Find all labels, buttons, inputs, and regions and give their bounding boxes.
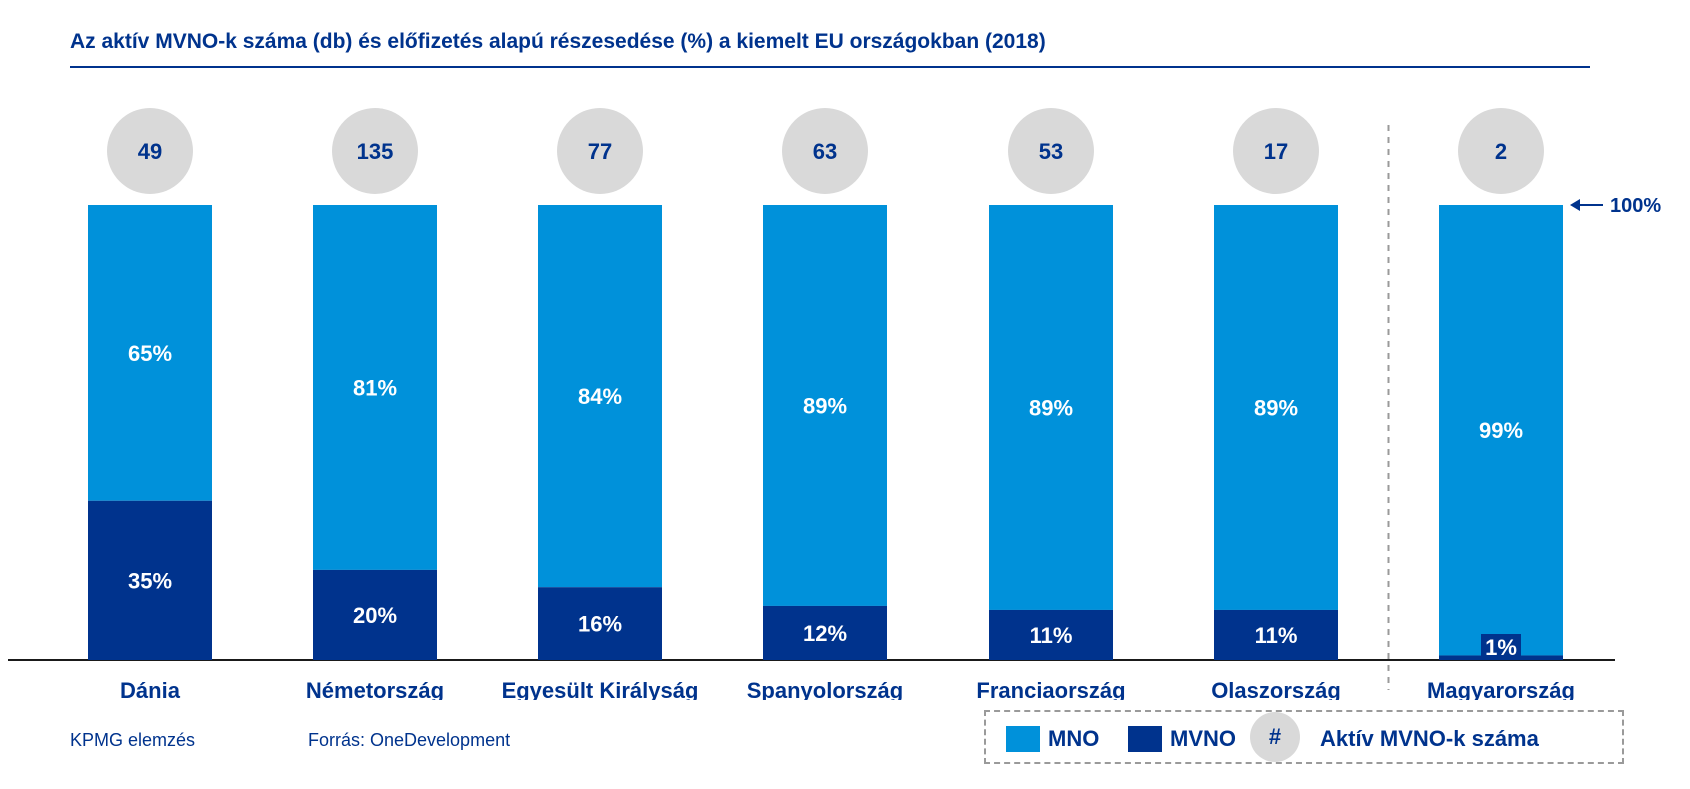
legend-count-label: Aktív MVNO-k száma (1320, 726, 1539, 751)
bar-mvno-2 (538, 587, 662, 660)
bar-mvno-5 (1214, 609, 1338, 660)
bar-mvno-1 (313, 569, 437, 660)
mvno-count-label-5: 17 (1264, 139, 1288, 164)
category-label-0: Dánia (120, 678, 181, 700)
category-label-3: Spanyolország (747, 678, 903, 700)
bar-mno-5 (1214, 205, 1338, 610)
legend-mno-label: MNO (1048, 726, 1100, 751)
bar-mvno-label-4: 11% (1030, 623, 1073, 648)
category-label-6: Magyarország (1427, 678, 1575, 700)
bar-mno-2 (538, 205, 662, 588)
legend-count-circle: # (1250, 712, 1300, 762)
category-label-2: Egyesült Királyság (502, 678, 699, 700)
bar-mvno-3 (763, 605, 887, 660)
mvno-count-circle-1 (332, 108, 418, 194)
legend-mno-swatch (1006, 726, 1040, 752)
mvno-count-circle-2 (557, 108, 643, 194)
reference-100-label: 100% (1610, 195, 1661, 217)
bar-mno-3 (763, 205, 887, 606)
mvno-count-circle-3 (782, 108, 868, 194)
bar-mno-label-2: 84% (578, 384, 622, 409)
bar-mno-label-6: 99% (1479, 418, 1523, 443)
mvno-count-circle-0 (107, 108, 193, 194)
bar-mno-4 (989, 205, 1113, 610)
chart-title: Az aktív MVNO-k száma (db) és előfizetés… (70, 30, 1046, 53)
bar-mvno-4 (989, 609, 1113, 660)
bar-mno-0 (88, 205, 212, 501)
bar-mvno-label-0: 35% (128, 568, 172, 593)
mvno-count-label-1: 135 (357, 139, 394, 164)
bar-mno-label-0: 65% (128, 341, 172, 366)
legend: MNO MVNO # Aktív MVNO-k száma (984, 710, 1624, 764)
mvno-count-label-0: 49 (138, 139, 162, 164)
bar-mno-label-5: 89% (1254, 395, 1298, 420)
bar-mvno-label-6: 1% (1485, 635, 1517, 660)
bar-mvno-0 (88, 500, 212, 660)
bar-mvno-label-1: 20% (353, 603, 397, 628)
bar-mvno-label-5: 11% (1255, 623, 1298, 648)
category-label-5: Olaszország (1211, 678, 1341, 700)
bar-mno-label-3: 89% (803, 393, 847, 418)
bar-mvno-label-2: 16% (578, 612, 622, 637)
category-label-1: Németország (306, 678, 444, 700)
stacked-bar-chart: 65% 35% 49 Dánia 81% 20% 135 Németország 84% 16% 7… (8, 108, 1661, 700)
bar-mno-1 (313, 205, 437, 570)
footer-credit: KPMG elemzés (70, 730, 196, 750)
bar-mno-6 (1439, 205, 1563, 656)
title-rule (70, 66, 1590, 68)
legend-mvno-swatch (1128, 726, 1162, 752)
bar-mvno-tag-6 (1481, 634, 1521, 660)
mvno-count-label-2: 77 (588, 139, 612, 164)
mvno-count-label-6: 2 (1495, 139, 1507, 164)
bar-mvno-label-3: 12% (803, 621, 847, 646)
mvno-count-label-4: 53 (1039, 139, 1063, 164)
mvno-count-circle-5 (1233, 108, 1319, 194)
reference-arrow-head (1570, 199, 1580, 211)
footer-source: Forrás: OneDevelopment (308, 730, 511, 750)
mvno-count-circle-6 (1458, 108, 1544, 194)
bar-mno-label-1: 81% (353, 375, 397, 400)
mvno-count-circle-4 (1008, 108, 1094, 194)
bar-mno-label-4: 89% (1029, 395, 1073, 420)
legend-mvno-label: MVNO (1170, 726, 1236, 751)
category-label-4: Franciaország (976, 678, 1125, 700)
mvno-count-label-3: 63 (813, 139, 837, 164)
